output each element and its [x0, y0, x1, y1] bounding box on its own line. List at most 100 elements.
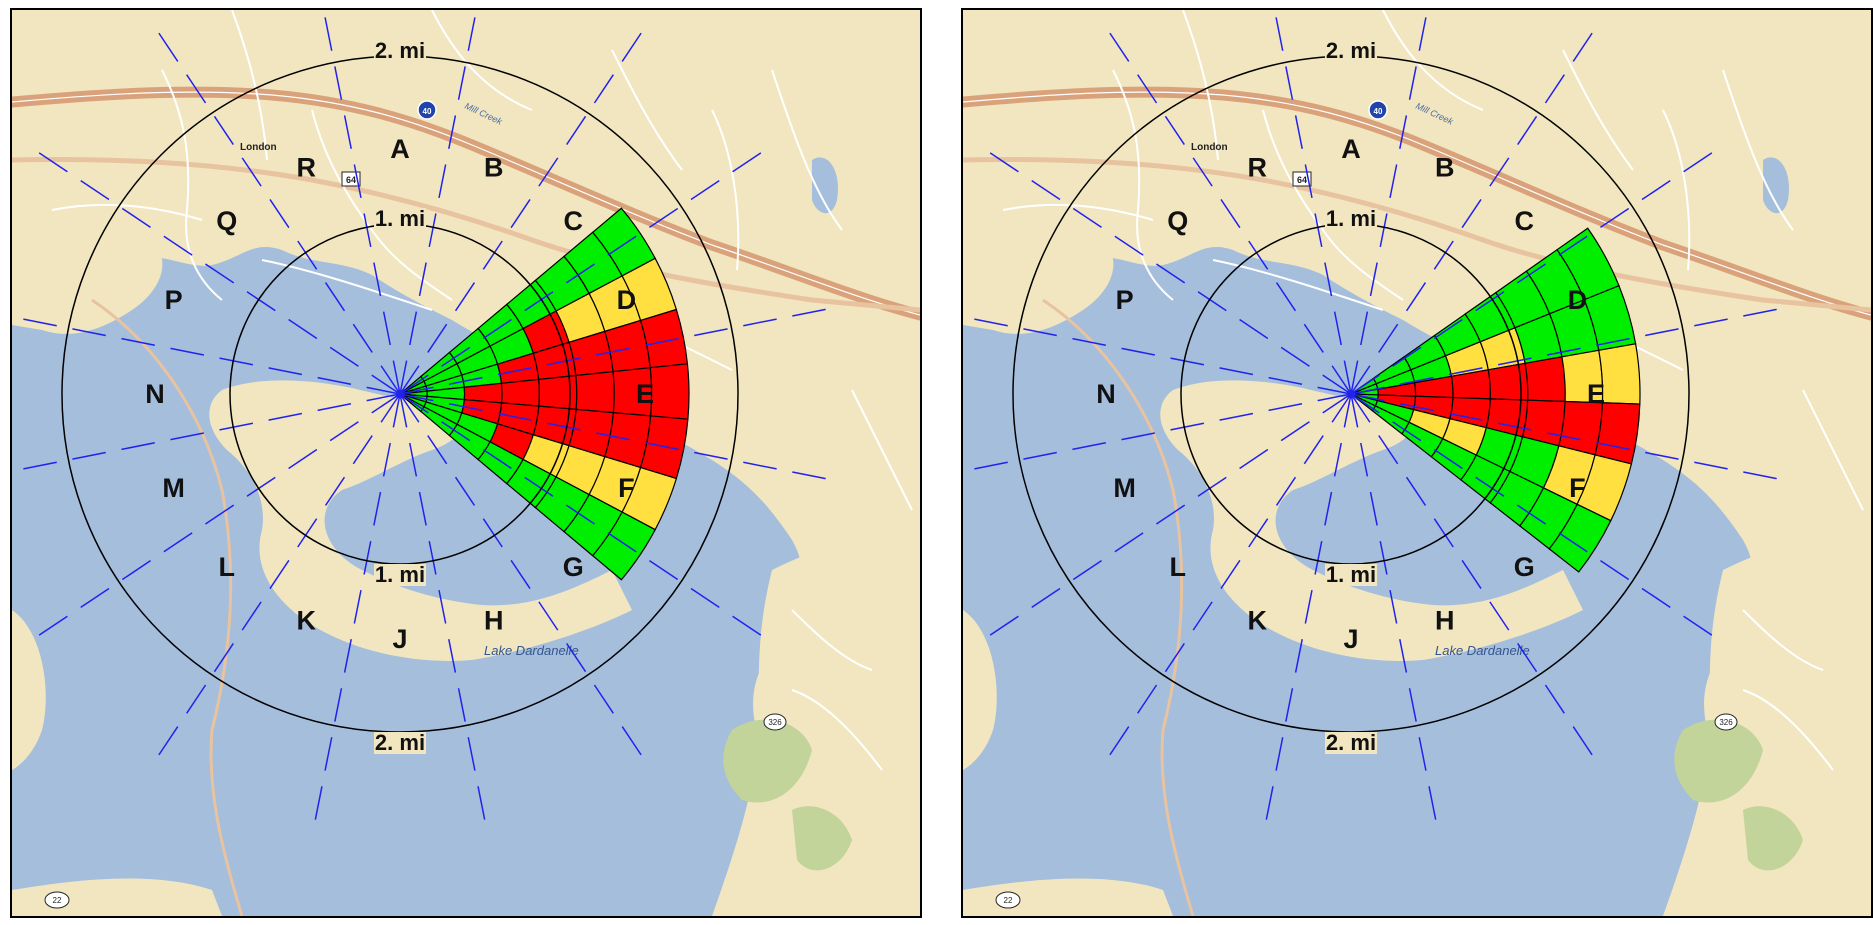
release-point-icon — [396, 390, 404, 398]
sector-boundary-line — [1350, 393, 1597, 761]
west-shore-land — [12, 240, 163, 334]
pond — [1763, 157, 1789, 214]
local-road — [1802, 389, 1864, 511]
sector-label-f: F — [618, 473, 635, 503]
sector-boundary-line — [1350, 393, 1718, 640]
sector-boundary-line — [963, 393, 1352, 472]
sector-label-a: A — [1341, 134, 1361, 164]
sector-label-e: E — [1587, 379, 1605, 409]
ring-label-outer-bottom-bg — [1325, 732, 1377, 754]
sector-boundary-line — [1105, 393, 1352, 761]
ring-label-outer-bottom: 2. mi — [375, 730, 425, 755]
local-road — [791, 609, 873, 671]
sector-label-q: Q — [216, 206, 237, 236]
us-route-shield-label: 64 — [346, 175, 356, 185]
plume-cell — [537, 374, 578, 411]
sector-boundaries — [963, 10, 1783, 826]
sector-label-k: K — [296, 605, 316, 635]
state-route-shield-label-2: 22 — [53, 896, 62, 905]
ring-label-outer-top: 2. mi — [1326, 38, 1376, 63]
sector-boundary-line — [1350, 393, 1783, 481]
sector-label-m: M — [1113, 473, 1136, 503]
sector-label-r: R — [1247, 153, 1267, 183]
local-road — [1382, 10, 1484, 111]
sector-label-d: D — [1568, 285, 1588, 315]
pond — [812, 157, 838, 214]
sector-label-d: D — [617, 285, 637, 315]
sector-boundary-line — [12, 316, 401, 395]
sector-label-h: H — [484, 605, 504, 635]
map-panel-right: 40 64 326 22 London Lake Dardanelle Mill Creek… — [961, 8, 1873, 918]
interstate-shield-label: 40 — [1374, 107, 1383, 116]
county-road — [91, 298, 244, 916]
ring-label-outer-top-bg — [374, 40, 426, 62]
sector-boundary-line — [399, 393, 646, 761]
plume-cell — [1524, 356, 1566, 403]
west-shore-land — [963, 240, 1114, 334]
sector-boundary-line — [154, 393, 401, 761]
sector-boundary-line — [984, 393, 1352, 640]
sector-label-q: Q — [1167, 206, 1188, 236]
local-road — [851, 389, 913, 511]
ring-label-inner-top-bg — [374, 208, 426, 230]
east-shore-land — [1663, 510, 1871, 916]
ring-label-outer-bottom: 2. mi — [1326, 730, 1376, 755]
ring-label-inner-bottom: 1. mi — [375, 562, 425, 587]
plume-cell — [1594, 402, 1641, 465]
east-shore-land — [712, 510, 920, 916]
park-area — [723, 719, 812, 803]
ring-label-inner-top: 1. mi — [1326, 206, 1376, 231]
plume-cell — [575, 370, 615, 414]
interstate-shield-icon — [417, 100, 437, 120]
sector-label-f: F — [1569, 473, 1586, 503]
state-route-shield-icon — [1714, 713, 1738, 731]
plume-cell — [649, 363, 690, 420]
local-road — [1262, 109, 1404, 301]
sector-boundary-line — [984, 148, 1352, 395]
sector-label-g: G — [563, 552, 584, 582]
sector-boundary-line — [1350, 393, 1438, 826]
sector-boundary-line — [399, 148, 767, 395]
sector-label-e: E — [636, 379, 654, 409]
sector-label-c: C — [1514, 206, 1534, 236]
sector-boundary-line — [399, 393, 832, 481]
sector-label-g: G — [1514, 552, 1535, 582]
park-area-2 — [792, 806, 852, 871]
plume-overlay — [1350, 227, 1641, 573]
sector-label-j: J — [392, 624, 407, 654]
sector-boundary-line — [1350, 307, 1783, 395]
local-road — [1112, 69, 1174, 301]
town-label: London — [1191, 142, 1228, 153]
local-road — [1182, 10, 1219, 161]
sector-boundary-line — [399, 393, 767, 640]
sector-label-b: B — [1435, 153, 1455, 183]
lake-label: Lake Dardanelle — [1435, 643, 1530, 658]
sector-boundary-line — [1350, 27, 1597, 395]
sector-boundaries — [12, 10, 832, 826]
local-road — [311, 109, 453, 301]
sector-boundary-line — [322, 10, 401, 395]
local-road — [1562, 49, 1634, 171]
local-road — [791, 689, 883, 771]
local-road — [51, 203, 203, 221]
lake-label: Lake Dardanelle — [484, 643, 579, 658]
sector-label-h: H — [1435, 605, 1455, 635]
state-route-shield-icon-2 — [995, 891, 1021, 909]
state-route-shield-label: 326 — [768, 718, 782, 727]
sector-label-b: B — [484, 153, 504, 183]
local-road — [431, 10, 533, 111]
southwest-land — [12, 610, 46, 770]
local-road — [1742, 689, 1834, 771]
state-route-shield-icon-2 — [44, 891, 70, 909]
local-road — [231, 10, 268, 161]
plume-cell — [1487, 362, 1529, 401]
us-highway — [12, 157, 920, 313]
state-route-shield-label-2: 22 — [1004, 896, 1013, 905]
us-route-shield-label: 64 — [1297, 175, 1307, 185]
sector-label-n: N — [145, 379, 165, 409]
sector-boundary-line — [33, 148, 401, 395]
us-route-shield-icon — [1292, 171, 1312, 187]
ring-label-outer-top-bg — [1325, 40, 1377, 62]
